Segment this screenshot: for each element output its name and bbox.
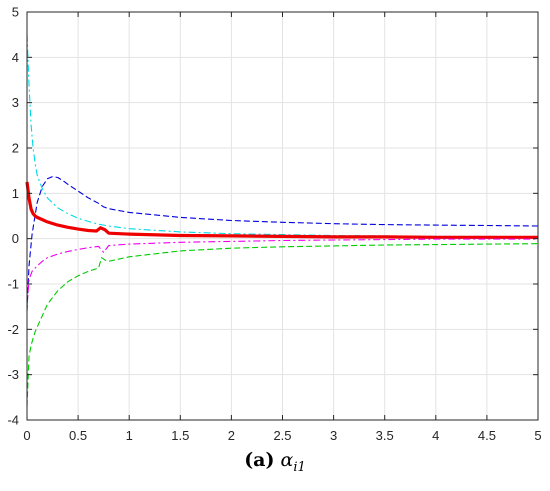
y-tick-label: 2: [12, 141, 19, 156]
series-line-3: [25, 181, 538, 239]
figure-caption: (a) αi1: [0, 449, 550, 475]
y-tick-label: 0: [12, 231, 19, 246]
y-tick-label: -1: [7, 277, 19, 292]
x-tick-label: 5: [534, 428, 541, 440]
x-tick-label: 4.5: [478, 428, 496, 440]
caption-symbol: α: [280, 449, 294, 471]
y-tick-labels: -4 -3 -2 -1 0 1 2 3 4 5: [7, 5, 19, 428]
x-tick-label: 0.5: [69, 428, 87, 440]
x-tick-label: 3.5: [376, 428, 394, 440]
x-tick-label: 0: [23, 428, 30, 440]
caption-label: (a): [244, 449, 275, 471]
y-tick-label: 1: [12, 186, 19, 201]
x-tick-label: 3: [330, 428, 337, 440]
y-tick-label: 3: [12, 95, 19, 110]
x-tick-label: 1.5: [171, 428, 189, 440]
x-tick-label: 1: [126, 428, 133, 440]
x-tick-label: 4: [432, 428, 439, 440]
x-tick-label: 2: [228, 428, 235, 440]
y-tick-label: -2: [7, 322, 19, 337]
y-tick-label: -3: [7, 367, 19, 382]
y-tick-label: 4: [12, 50, 19, 65]
caption-subscript: i1: [293, 459, 306, 475]
y-tick-label: 5: [12, 5, 19, 20]
tick-marks: [26, 11, 539, 421]
line-chart: 0 0.5 1 1.5 2 2.5 3 3.5 4 4.5 5 -4 -3 -2 -1 0 1 2 3 4 5: [7, 5, 541, 441]
grid-lines: [26, 11, 539, 421]
x-tick-labels: 0 0.5 1 1.5 2 2.5 3 3.5 4 4.5 5: [23, 428, 541, 440]
series-group: [25, 34, 539, 407]
series-line-5: [26, 243, 539, 407]
x-tick-label: 2.5: [273, 428, 291, 440]
series-line-2: [26, 34, 539, 238]
y-tick-label: -4: [7, 413, 19, 428]
series-line-4: [26, 238, 538, 307]
